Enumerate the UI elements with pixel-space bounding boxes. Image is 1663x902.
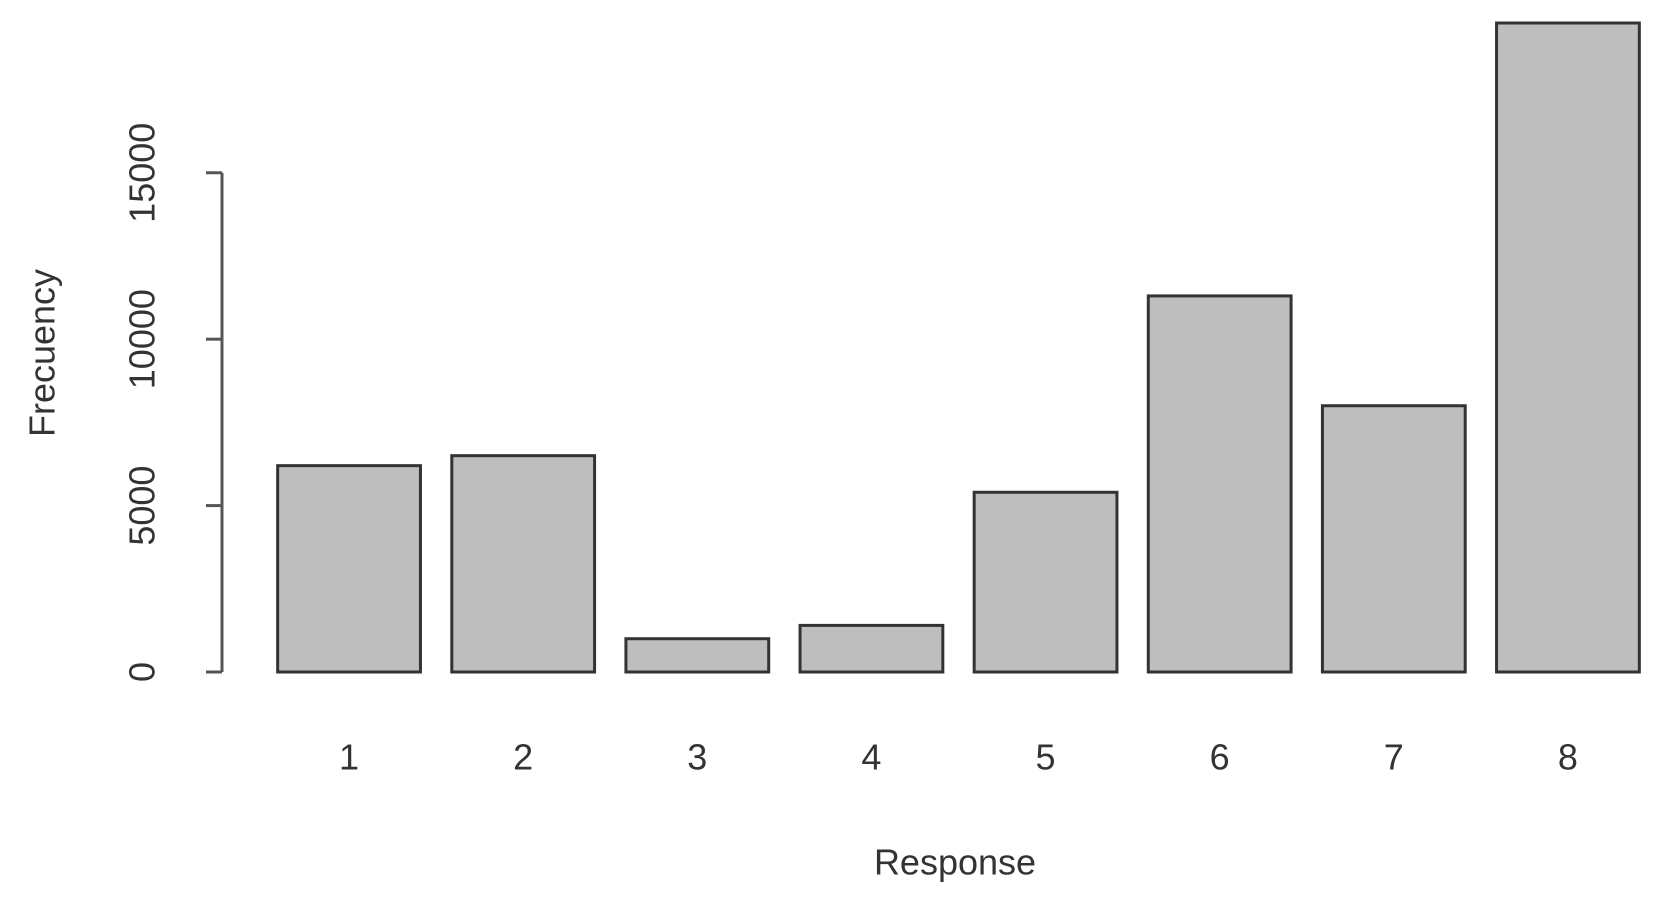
y-tick-label: 0 [122, 662, 163, 682]
x-axis-label: Response [874, 842, 1036, 883]
y-tick-label: 5000 [122, 466, 163, 546]
bar [624, 637, 771, 674]
bar [450, 454, 597, 674]
x-tick-label: 1 [339, 737, 359, 778]
x-tick-label: 7 [1384, 737, 1404, 778]
x-tick-label: 6 [1210, 737, 1230, 778]
bar [1495, 21, 1641, 674]
x-tick-label: 5 [1036, 737, 1056, 778]
x-tick-label: 2 [513, 737, 533, 778]
x-tick-label: 4 [861, 737, 881, 778]
x-tick-label: 3 [687, 737, 707, 778]
bar [798, 623, 945, 674]
y-axis-label: Frecuency [22, 269, 63, 437]
y-tick-label: 15000 [122, 123, 163, 223]
bar [972, 490, 1119, 674]
bar [1320, 404, 1467, 674]
x-tick-label: 8 [1558, 737, 1578, 778]
bar [1146, 294, 1293, 674]
y-tick-label: 10000 [122, 289, 163, 389]
bar [276, 464, 422, 674]
